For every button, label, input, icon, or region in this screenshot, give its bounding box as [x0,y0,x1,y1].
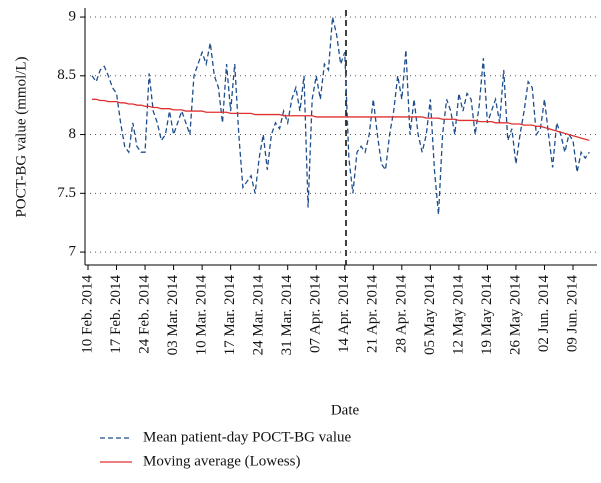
x-tick-label: 24 Mar. 2014 [251,275,267,356]
y-tick-label: 8.5 [57,67,76,83]
y-axis-label: POCT-BG value (mmol/L) [13,56,29,217]
x-tick-label: 21 Apr. 2014 [365,275,381,353]
x-tick-label: 10 Feb. 2014 [79,275,95,354]
x-tick-label: 09 Jun. 2014 [564,275,580,353]
x-tick-label: 10 Mar. 2014 [194,275,210,356]
x-tick-label: 17 Feb. 2014 [108,275,124,354]
legend-label: Mean patient-day POCT-BG value [143,429,351,445]
x-tick-label: 17 Mar. 2014 [222,275,238,356]
x-tick-label: 31 Mar. 2014 [279,275,295,356]
series-line [91,16,590,215]
x-tick-label: 07 Apr. 2014 [308,275,324,353]
x-tick-label: 19 May 2014 [479,275,495,355]
x-tick-label: 05 May 2014 [422,275,438,355]
y-tick-label: 9 [69,8,77,24]
x-tick-label: 14 Apr. 2014 [336,275,352,353]
x-axis-label: Date [331,402,360,418]
legend: Mean patient-day POCT-BG value Moving av… [100,429,351,469]
x-tick-label: 02 Jun. 2014 [536,275,552,353]
series-line [92,98,590,142]
x-tick-label: 28 Apr. 2014 [393,275,409,353]
x-tick-label: 26 May 2014 [507,275,523,355]
y-tick-label: 8 [69,126,77,142]
x-tick-label: 24 Feb. 2014 [136,275,152,354]
x-tick-label: 12 May 2014 [450,275,466,355]
x-tick-label: 03 Mar. 2014 [165,275,181,356]
y-tick-label: 7 [69,244,77,260]
legend-label: Moving average (Lowess) [143,453,300,469]
y-tick-label: 7.5 [57,185,76,201]
